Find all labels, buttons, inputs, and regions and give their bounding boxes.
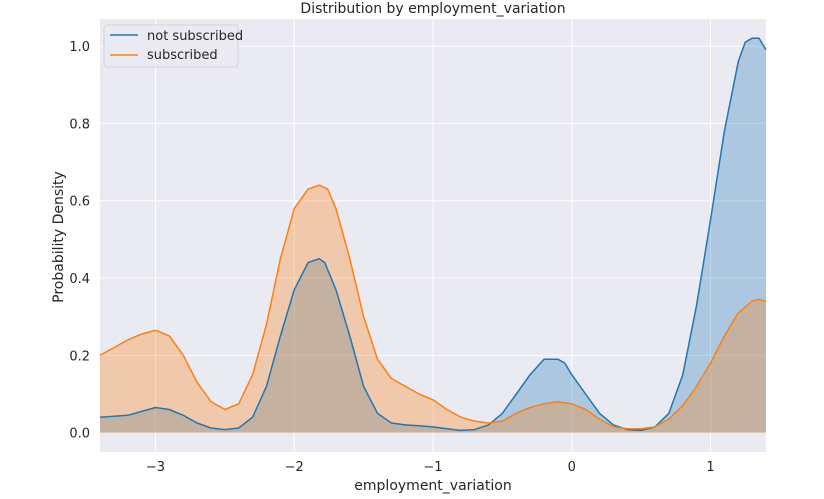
- series-areas: [100, 38, 766, 433]
- y-axis-title: Probability Density: [51, 171, 67, 303]
- x-tick-label: 1: [706, 460, 714, 475]
- x-tick-label: 0: [568, 460, 576, 475]
- y-tick-labels: 0.0 0.2 0.4 0.6 0.8 1.0: [69, 40, 90, 442]
- area-not-subscribed: [100, 38, 766, 433]
- x-tick-labels: −3 −2 −1 0 1: [146, 460, 715, 475]
- y-tick-label: 0.8: [69, 117, 90, 132]
- chart-title: Distribution by employment_variation: [300, 1, 565, 17]
- x-tick-label: −3: [146, 460, 165, 475]
- x-tick-label: −1: [423, 460, 442, 475]
- grid-lines: [100, 19, 766, 452]
- y-tick-label: 0.0: [69, 427, 90, 442]
- legend-label-not-subscribed: not subscribed: [147, 29, 243, 44]
- y-tick-label: 1.0: [69, 40, 90, 55]
- series-lines: [99, 37, 767, 432]
- y-tick-label: 0.2: [69, 349, 90, 364]
- y-tick-label: 0.4: [69, 272, 90, 287]
- x-axis-title: employment_variation: [354, 478, 511, 494]
- y-tick-label: 0.6: [69, 195, 90, 210]
- line-subscribed: [99, 184, 767, 430]
- area-subscribed: [100, 185, 766, 433]
- x-tick-label: −2: [285, 460, 304, 475]
- line-not-subscribed: [99, 37, 767, 432]
- legend: not subscribed subscribed: [103, 24, 243, 68]
- legend-label-subscribed: subscribed: [147, 48, 218, 63]
